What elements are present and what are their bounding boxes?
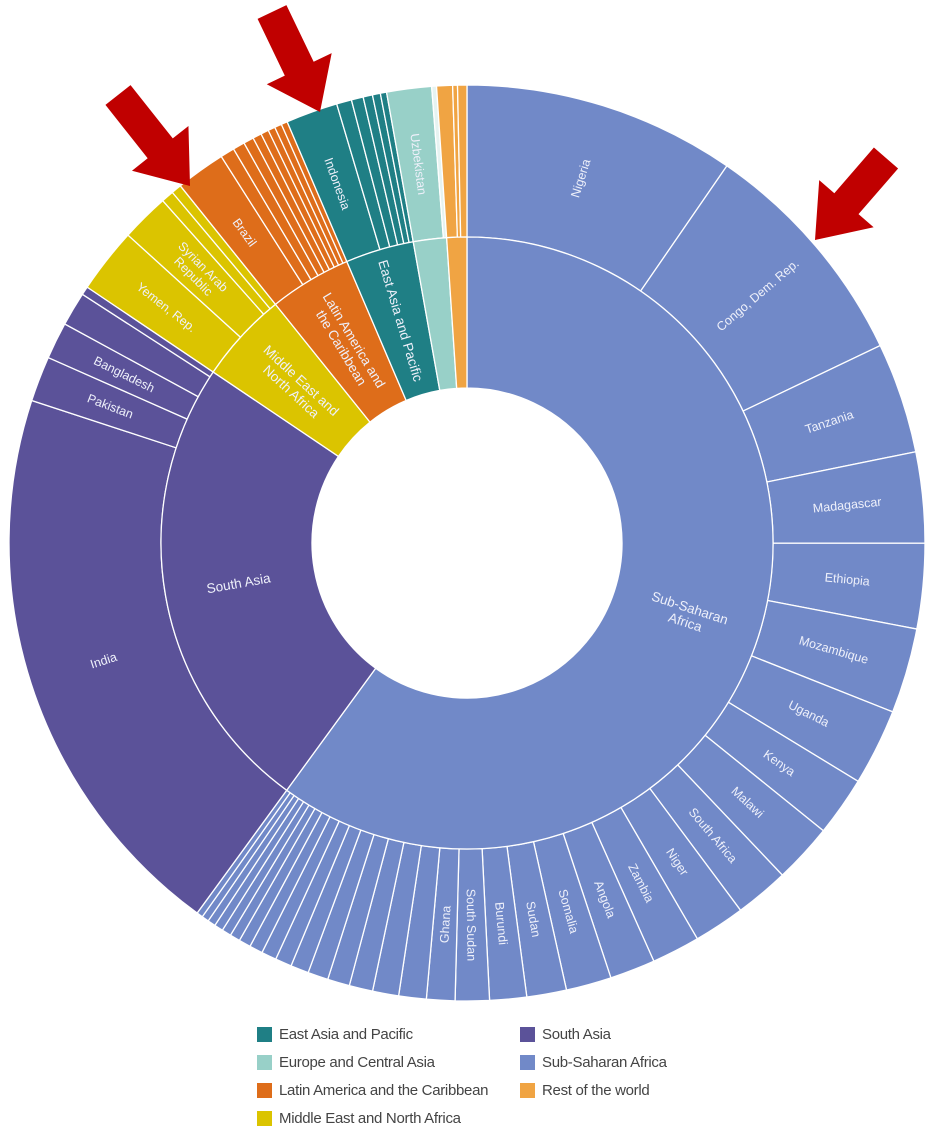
country-label-sudan: Sudan	[523, 900, 543, 938]
region-slice-rest-of-the-world	[445, 236, 468, 390]
legend-item-europe-central-asia: Europe and Central Asia	[257, 1054, 435, 1071]
legend-swatch	[520, 1055, 535, 1070]
legend-label: Sub-Saharan Africa	[542, 1054, 667, 1071]
legend-item-rest-of-world: Rest of the world	[520, 1082, 650, 1099]
country-label-ghana: Ghana	[437, 905, 453, 943]
legend-swatch	[257, 1111, 272, 1126]
legend-swatch	[257, 1055, 272, 1070]
legend-swatch	[257, 1083, 272, 1098]
country-label-south-sudan: South Sudan	[464, 889, 479, 961]
legend-swatch	[520, 1027, 535, 1042]
legend-item-east-asia-pacific: East Asia and Pacific	[257, 1026, 413, 1043]
legend-item-middle-east: Middle East and North Africa	[257, 1110, 461, 1127]
legend-swatch	[520, 1083, 535, 1098]
legend-label: East Asia and Pacific	[279, 1026, 413, 1043]
legend-swatch	[257, 1027, 272, 1042]
country-label-madagascar: Madagascar	[812, 495, 882, 516]
legend-item-sub-saharan-africa: Sub-Saharan Africa	[520, 1054, 667, 1071]
legend-label: Middle East and North Africa	[279, 1110, 461, 1127]
legend-label: Rest of the world	[542, 1082, 650, 1099]
arrow-indonesia-icon	[257, 5, 332, 113]
country-label-ethiopia: Ethiopia	[824, 570, 870, 588]
region-slice-sub-saharan-africa	[285, 236, 774, 850]
annotation-arrows	[105, 5, 899, 240]
rings	[8, 84, 926, 1002]
country-label-burundi: Burundi	[492, 901, 510, 945]
legend-item-latin-america: Latin America and the Caribbean	[257, 1082, 488, 1099]
region-slice-south-asia	[160, 371, 377, 792]
legend-item-south-asia: South Asia	[520, 1026, 611, 1043]
legend-label: Latin America and the Caribbean	[279, 1082, 489, 1099]
arrow-syria-icon	[105, 85, 191, 186]
arrow-congo-icon	[815, 147, 899, 240]
legend-label: South Asia	[542, 1026, 611, 1043]
legend-label: Europe and Central Asia	[279, 1054, 435, 1071]
